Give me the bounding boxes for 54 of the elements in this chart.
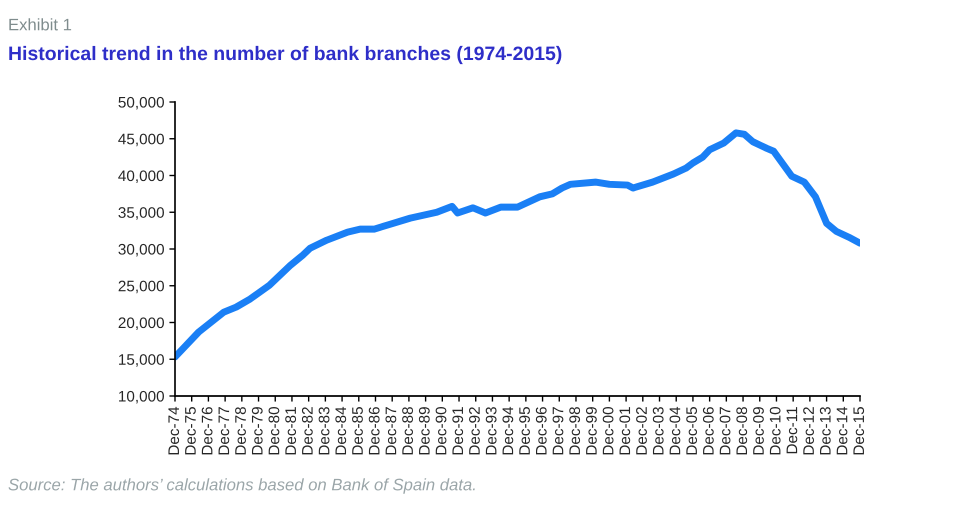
text: Exhibit 1 — [9, 18, 72, 30]
chart-title: Historical trend in the number of bank branches (1974-2015) — [9, 46, 562, 64]
x-tick-label: Dec-14 — [836, 406, 848, 454]
y-tick-label: 50,000 — [118, 96, 164, 110]
x-tick-label: Dec-08 — [736, 407, 748, 454]
x-tick-label: Dec-76 — [202, 407, 213, 454]
x-tick-label: Dec-90 — [436, 407, 446, 454]
x-tick-label: Dec-87 — [385, 407, 396, 454]
x-tick-label: Dec-89 — [418, 407, 430, 454]
x-tick-label: Dec-96 — [536, 407, 547, 454]
x-tick-label: Dec-94 — [502, 406, 514, 454]
x-tick-label: Dec-15 — [853, 407, 864, 454]
x-tick-label: Dec-95 — [519, 407, 530, 454]
x-tick-label: Dec-85 — [352, 407, 363, 454]
x-tick-label: Dec-77 — [218, 407, 230, 454]
x-tick-label: Dec-80 — [268, 407, 280, 454]
x-tick-label: Dec-07 — [720, 407, 730, 454]
y-tick-label: 40,000 — [118, 170, 164, 183]
x-tick-label: Dec-03 — [652, 407, 664, 454]
x-tick-label: Dec-98 — [569, 407, 580, 454]
x-tick-label: Dec-00 — [602, 407, 614, 454]
x-tick-label: Dec-01 — [619, 407, 630, 454]
source-note: Source: The authors’ calculations based on Bank of Spain data. — [8, 478, 475, 494]
x-tick-label: Dec-02 — [636, 407, 647, 454]
y-tick-label: 20,000 — [118, 317, 164, 330]
x-tick-label: Dec-88 — [402, 407, 414, 454]
x-tick-label: Dec-09 — [753, 407, 764, 454]
x-tick-label: Dec-99 — [586, 407, 597, 454]
x-tick-label: Dec-75 — [185, 407, 196, 454]
y-tick-label: 25,000 — [118, 280, 164, 294]
y-tick-label: 10,000 — [119, 390, 164, 404]
x-tick-label: Dec-12 — [803, 407, 814, 454]
x-tick-label: Dec-84 — [335, 406, 346, 454]
x-tick-label: Dec-97 — [552, 407, 564, 454]
y-tick-label: 30,000 — [118, 244, 164, 256]
x-tick-label: Dec-82 — [302, 407, 313, 454]
x-tick-label: Dec-04 — [670, 406, 680, 454]
x-tick-label: Dec-06 — [702, 407, 714, 454]
y-tick-label: 15,000 — [119, 354, 164, 367]
x-tick-label: Dec-91 — [452, 407, 464, 454]
x-tick-label: Dec-74 — [168, 406, 180, 454]
x-tick-label: Dec-93 — [486, 407, 497, 454]
x-tick-label: Dec-11 — [786, 407, 798, 454]
y-tick-label: 45,000 — [118, 134, 164, 146]
x-tick-label: Dec-05 — [686, 407, 698, 454]
x-tick-label: Dec-86 — [368, 407, 380, 454]
x-tick-label: Dec-79 — [252, 407, 263, 454]
y-tick-label: 35,000 — [118, 207, 164, 220]
x-tick-label: Dec-10 — [770, 407, 781, 454]
x-tick-label: Dec-83 — [318, 407, 330, 454]
x-tick-label: Dec-13 — [820, 407, 831, 454]
x-tick-label: Dec-81 — [285, 407, 296, 454]
x-tick-label: Dec-92 — [469, 407, 480, 454]
x-tick-label: Dec-78 — [235, 407, 246, 454]
